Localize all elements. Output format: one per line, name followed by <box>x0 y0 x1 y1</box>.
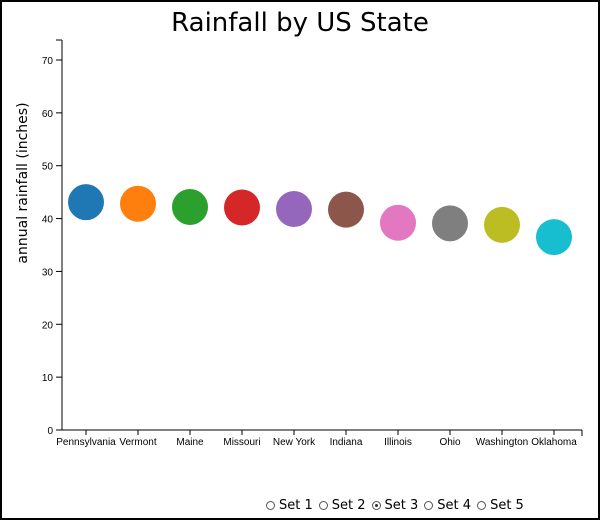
radio-button[interactable] <box>318 501 328 510</box>
dataset-radio-group: Set 1 Set 2 Set 3 Set 4 Set 5 <box>266 498 530 513</box>
chart-title: Rainfall by US State <box>171 8 429 38</box>
data-point-illinois <box>380 204 416 241</box>
radio-option-set-3[interactable]: Set 3 <box>371 498 419 513</box>
y-tick-label: 10 <box>42 373 54 384</box>
radio-label: Set 2 <box>331 498 366 513</box>
data-point-missouri <box>224 189 260 226</box>
x-tick-label: Missouri <box>223 437 260 448</box>
y-tick-label: 0 <box>47 426 53 437</box>
y-axis-label: annual rainfall (inches) <box>15 102 31 263</box>
data-point-pennsylvania <box>68 184 104 221</box>
radio-option-set-1[interactable]: Set 1 <box>266 498 313 513</box>
radio-button[interactable] <box>477 501 487 510</box>
data-point-indiana <box>328 191 364 228</box>
y-tick-label: 70 <box>42 56 54 67</box>
x-tick-label: Pennsylvania <box>56 437 116 448</box>
radio-label: Set 5 <box>490 498 524 513</box>
data-point-oklahoma <box>536 219 572 256</box>
y-tick-label: 40 <box>42 215 54 226</box>
x-tick-label: Oklahoma <box>531 437 577 448</box>
radio-button[interactable] <box>266 501 275 510</box>
x-tick-label: Illinois <box>384 437 412 448</box>
x-tick-label: New York <box>273 437 316 448</box>
data-point-washington <box>484 206 520 243</box>
radio-label: Set 1 <box>279 498 313 513</box>
radio-label: Set 3 <box>384 498 419 513</box>
x-tick-label: Ohio <box>439 437 461 448</box>
radio-label: Set 4 <box>437 498 472 513</box>
y-tick-label: 50 <box>42 162 54 173</box>
data-point-new-york <box>276 191 312 228</box>
x-tick-label: Washington <box>476 437 528 448</box>
radio-option-set-5[interactable]: Set 5 <box>477 498 524 513</box>
y-tick-label: 30 <box>42 267 54 278</box>
y-tick-label: 20 <box>42 320 54 331</box>
data-point-vermont <box>120 185 156 222</box>
radio-button[interactable] <box>371 501 381 510</box>
data-point-ohio <box>432 205 468 242</box>
x-tick-label: Vermont <box>119 437 156 448</box>
radio-button[interactable] <box>424 501 434 510</box>
radio-option-set-4[interactable]: Set 4 <box>424 498 471 513</box>
x-tick-label: Indiana <box>330 437 363 448</box>
x-tick-label: Maine <box>176 437 204 448</box>
radio-option-set-2[interactable]: Set 2 <box>318 498 366 513</box>
y-tick-label: 60 <box>42 109 54 120</box>
data-point-maine <box>172 188 208 225</box>
